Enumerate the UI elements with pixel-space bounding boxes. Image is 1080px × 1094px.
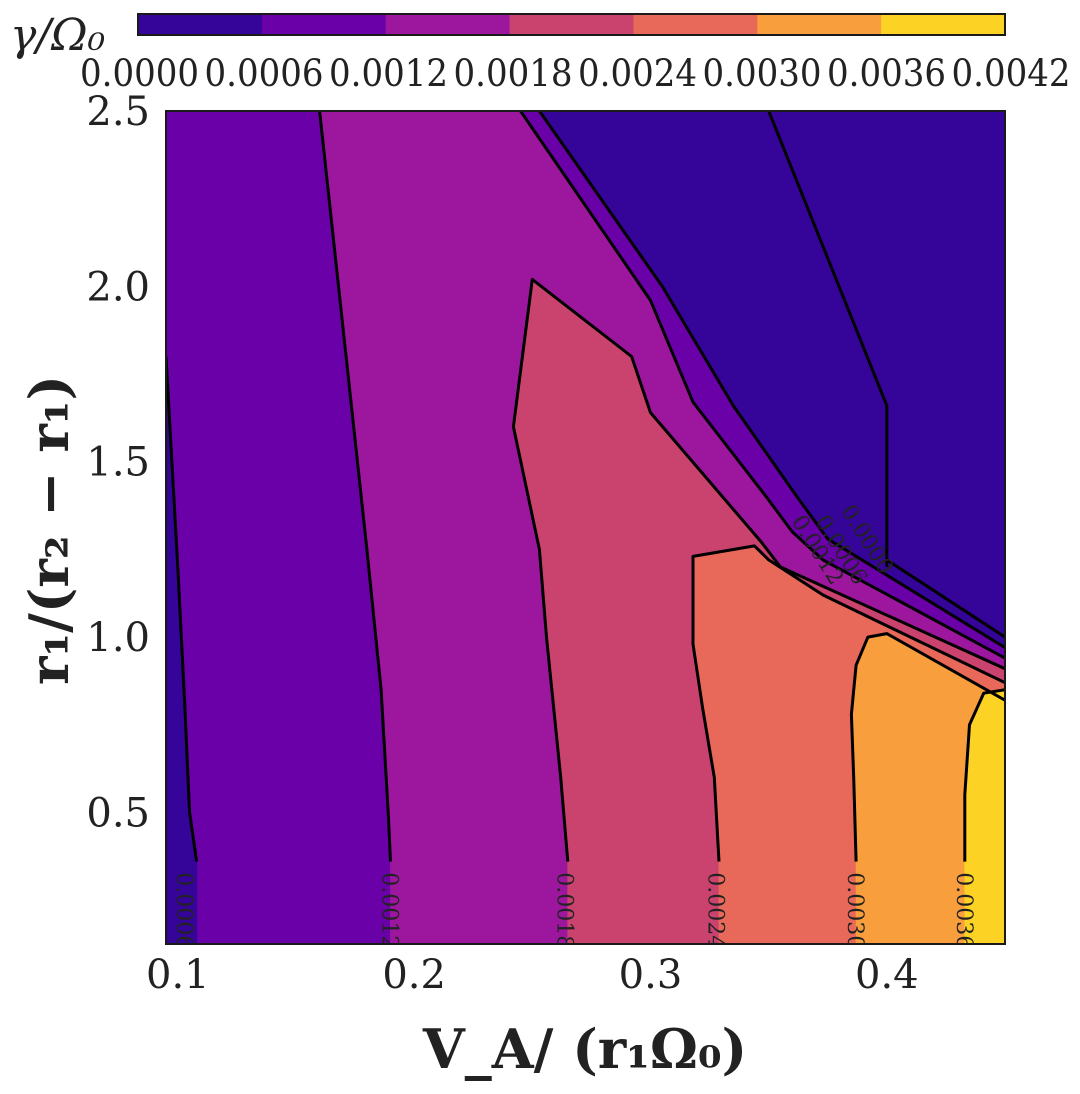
contour-line	[318, 111, 392, 862]
contour-label: 0.0012	[377, 872, 402, 949]
y-tick-label: 2.0	[86, 264, 150, 310]
colorbar-tick-label: 0.0042	[952, 52, 1071, 95]
x-axis-label: V_A/ (r₁Ω₀)	[422, 1017, 747, 1081]
colorbar-tick-label: 0.0024	[578, 52, 697, 95]
x-tick-label: 0.4	[855, 952, 919, 998]
y-tick-label: 0.5	[86, 790, 150, 836]
contour-line	[166, 356, 199, 862]
contour-line	[767, 111, 889, 567]
y-tick-label: 2.5	[86, 89, 150, 135]
contour-labels: 0.0006 0.0012 0.0018 0.0024 0.0030 0.00360.00…	[171, 500, 976, 949]
x-tick-label: 0.1	[146, 952, 210, 998]
contour-label: 0.0018	[551, 872, 576, 949]
colorbar-title: γ/Ω₀	[10, 10, 106, 61]
colorbar-tick-label: 0.0036	[827, 52, 946, 95]
contour-line	[538, 111, 1005, 649]
colorbar-tick-label: 0.0000	[80, 52, 199, 95]
contour-label: 0.0036	[951, 872, 976, 949]
colorbar-swatch	[509, 14, 634, 35]
colorbar-swatch	[881, 14, 1006, 35]
colorbar-tick-labels: 0.0000 0.0006 0.0012 0.0018 0.0024 0.0030 0.00…	[80, 52, 1071, 95]
y-axis-label: r₁/(r₂ − r₁)	[17, 375, 81, 685]
plot-frame	[165, 110, 1006, 945]
contour-line	[885, 558, 1005, 639]
contour-label: 0.0006	[171, 872, 196, 949]
contour-line	[849, 632, 1005, 862]
contour-label: 0.0024	[703, 872, 728, 949]
colorbar-swatch	[385, 14, 511, 35]
filled-regions	[166, 111, 1005, 944]
colorbar-swatch	[138, 14, 263, 35]
contour-lines	[166, 111, 1005, 862]
colorbar-frame	[137, 13, 1006, 36]
x-tick-label: 0.3	[619, 952, 683, 998]
x-tick-label: 0.2	[382, 952, 446, 998]
colorbar-swatch	[633, 14, 758, 35]
x-axis-ticks: 0.1 0.2 0.3 0.4	[146, 952, 919, 998]
colorbar-tick-label: 0.0012	[329, 52, 448, 95]
contour-line	[511, 277, 1005, 862]
colorbar-tick-label: 0.0018	[454, 52, 573, 95]
colorbar-swatch	[261, 14, 387, 35]
colorbar-swatch	[757, 14, 882, 35]
contour-line	[519, 111, 1005, 660]
contour-label: 0.0030	[842, 872, 867, 949]
contour-line	[963, 688, 1005, 862]
colorbar-tick-label: 0.0006	[205, 52, 324, 95]
colorbar-swatches	[138, 14, 1006, 35]
contour-line	[691, 544, 1005, 862]
y-tick-label: 1.0	[86, 615, 150, 661]
plot-area: 0.0006 0.0012 0.0018 0.0024 0.0030 0.00360.00…	[166, 111, 1005, 949]
colorbar-tick-label: 0.0030	[703, 52, 822, 95]
y-tick-label: 1.5	[86, 440, 150, 486]
colorbar: γ/Ω₀ 0.0000 0.0006 0.0012 0.0018 0.0024 0.003…	[10, 10, 1071, 95]
y-axis-ticks: 0.5 1.0 1.5 2.0 2.5	[86, 89, 150, 836]
